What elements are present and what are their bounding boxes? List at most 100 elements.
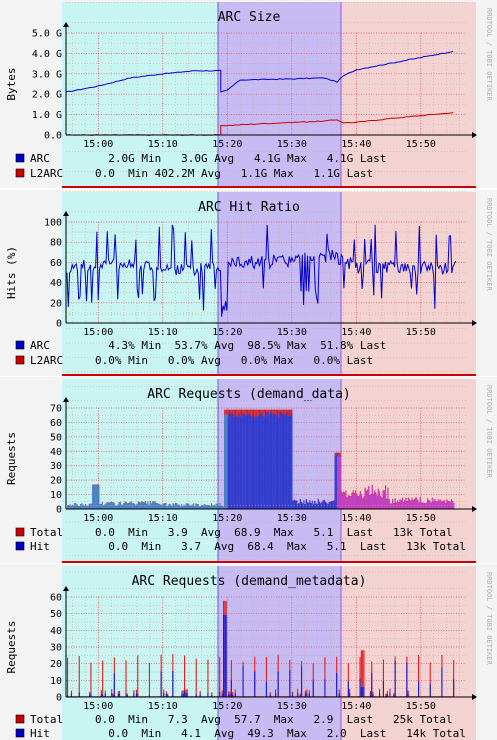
bar-hit <box>404 500 406 509</box>
bar-hit <box>187 503 189 509</box>
bar-hit <box>179 506 181 509</box>
bar-total <box>347 663 349 697</box>
bar-hit <box>181 693 183 697</box>
x-tick-label: 15:00 <box>83 139 113 150</box>
bar-total <box>90 662 92 697</box>
bar-hit <box>315 503 317 509</box>
bar-hit <box>207 692 209 697</box>
legend-series-name: Total <box>30 713 63 726</box>
x-tick-label: 15:00 <box>83 327 113 338</box>
bar-total <box>119 690 121 697</box>
legend-swatch <box>15 355 25 365</box>
zone-purple <box>218 566 341 740</box>
bar-hit <box>274 414 276 509</box>
bar-hit <box>267 411 269 509</box>
bar-hit <box>319 501 321 509</box>
bar-hit <box>238 413 240 509</box>
y-tick-label: 20 <box>50 659 62 670</box>
bar-hit <box>243 413 245 509</box>
bar-hit <box>391 503 393 509</box>
y-axis-arrow <box>63 397 69 402</box>
bar-hit <box>170 504 172 509</box>
bar-hit <box>135 505 137 509</box>
bar-hit <box>82 505 84 509</box>
bar-hit <box>301 666 303 697</box>
bar-hit <box>182 693 184 697</box>
bar-hit <box>131 503 133 509</box>
grid <box>66 130 466 324</box>
bar-hit <box>291 694 293 697</box>
bar-hit <box>205 505 207 509</box>
bar-hit <box>363 687 365 697</box>
bar-hit <box>195 694 197 697</box>
bar-hit <box>155 503 157 509</box>
y-tick-label: 30 <box>50 461 62 472</box>
bar-hit <box>387 489 389 509</box>
chart-panel-4: ARC Requests (demand_metadata) RRDTOOL / … <box>0 505 497 740</box>
bar-hit <box>76 504 78 509</box>
bar-hit <box>289 670 291 697</box>
bar-hit <box>160 505 162 509</box>
bar-hit <box>80 504 82 509</box>
bar-hit <box>254 417 256 509</box>
zone-pink <box>341 379 476 563</box>
x-tick-label: 15:40 <box>341 139 371 150</box>
bar-hit <box>176 503 178 509</box>
bar-hit <box>338 455 340 509</box>
bar-hit <box>381 498 383 509</box>
bar-hit <box>401 498 403 509</box>
bar-total <box>363 650 365 697</box>
bar-hit <box>151 503 153 509</box>
y-tick-label: 1.0 G <box>32 110 62 121</box>
bar-hit <box>372 694 374 697</box>
bar-hit <box>75 503 77 509</box>
bar-hit <box>127 503 129 509</box>
bar-hit <box>325 501 327 509</box>
bar-hit <box>224 415 226 509</box>
bar-hit <box>336 673 338 697</box>
bar-hit <box>362 499 364 509</box>
bar-hit <box>165 694 167 697</box>
bar-hit <box>79 506 81 509</box>
bar-hit <box>202 505 204 509</box>
bar-hit <box>399 500 401 509</box>
bar-hit <box>268 415 270 509</box>
bar-hit <box>261 411 263 509</box>
zone-cyan <box>62 566 218 740</box>
y-axis-label: Hits (%) <box>5 246 18 299</box>
bar-hit <box>369 496 371 509</box>
bar-hit <box>310 503 312 509</box>
bar-hit <box>229 694 231 697</box>
bar-hit <box>172 671 174 697</box>
bar-hit <box>178 504 180 509</box>
bar-hit <box>90 693 92 697</box>
x-tick-label: 15:10 <box>148 139 178 150</box>
bar-hit <box>89 694 91 697</box>
bar-hit <box>67 695 69 697</box>
bar-hit <box>215 504 217 509</box>
bar-hit <box>343 492 345 509</box>
zone-purple <box>218 192 341 376</box>
bar-hit <box>196 504 198 509</box>
bar-hit <box>453 503 455 509</box>
bar-hit <box>194 506 196 509</box>
bar-hit <box>299 499 301 509</box>
series-line-arc <box>65 50 454 93</box>
y-tick-label: 40 <box>50 626 62 637</box>
bar-hit <box>257 416 259 509</box>
bar-hit <box>266 412 268 509</box>
bar-hit <box>386 499 388 509</box>
bar-hit <box>225 413 227 509</box>
y-tick-label: 5.0 G <box>32 29 62 40</box>
bar-hit <box>277 671 279 697</box>
bar-hit <box>299 695 301 697</box>
bar-hit <box>251 416 253 509</box>
legend-swatch <box>15 168 25 178</box>
bar-hit <box>206 505 208 509</box>
legend-series-name: Total <box>30 526 63 539</box>
bar-hit <box>125 502 127 509</box>
bar-hit <box>410 501 412 509</box>
watermark: RRDTOOL / TOBI OETIKER <box>485 198 493 292</box>
bar-hit <box>429 683 431 697</box>
bar-hit <box>229 413 231 509</box>
